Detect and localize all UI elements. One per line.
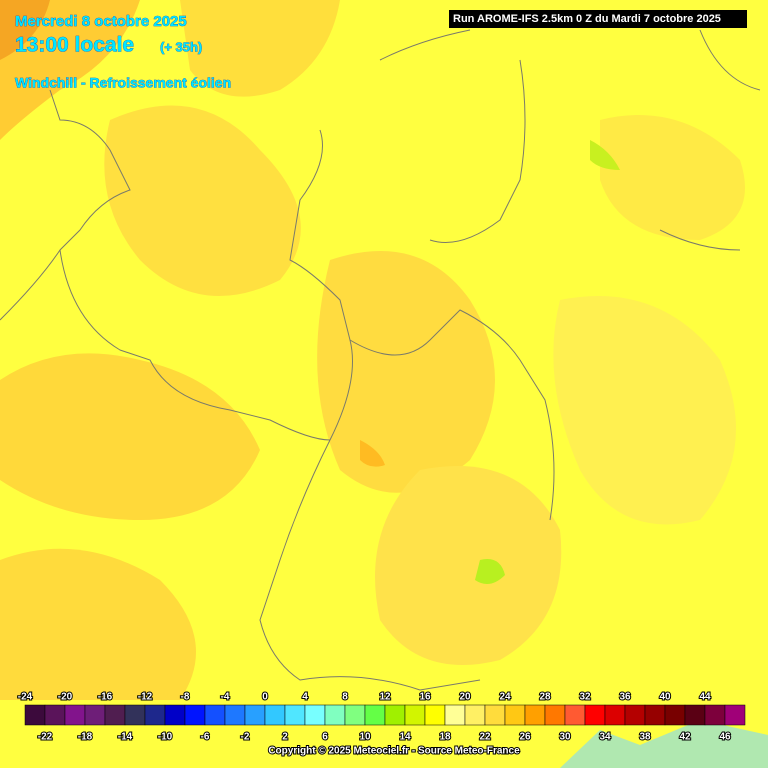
legend-label: 10 [359, 732, 371, 743]
color-cell [524, 704, 546, 726]
date: Mercredi 8 octobre 2025 [15, 13, 187, 30]
color-cell [504, 704, 526, 726]
color-cell [404, 704, 426, 726]
legend-label: 32 [579, 692, 591, 703]
legend-label: -8 [181, 692, 190, 703]
color-cell [664, 704, 686, 726]
legend-label: 30 [559, 732, 571, 743]
color-cell [544, 704, 566, 726]
legend-label: 28 [539, 692, 551, 703]
color-cell [64, 704, 86, 726]
color-cell [704, 704, 726, 726]
legend-label: 40 [659, 692, 671, 703]
color-cell [104, 704, 126, 726]
color-cell [204, 704, 226, 726]
borders [0, 29, 761, 691]
legend-label: 6 [322, 732, 328, 743]
color-cell [184, 704, 206, 726]
color-cell [164, 704, 186, 726]
legend-label: -2 [241, 732, 250, 743]
legend-label: -12 [138, 692, 153, 703]
color-cell [644, 704, 666, 726]
temperature-field [0, 0, 745, 700]
color-cell [124, 704, 146, 726]
legend-label: 38 [639, 732, 651, 743]
legend-label: 24 [499, 692, 511, 703]
legend-label: 14 [399, 732, 411, 743]
legend-label: 18 [439, 732, 451, 743]
legend-label: 16 [419, 692, 431, 703]
legend-label: -22 [38, 732, 53, 743]
color-cell [724, 704, 746, 726]
color-cell [324, 704, 346, 726]
color-cell [584, 704, 606, 726]
color-cell [284, 704, 306, 726]
color-cell [224, 704, 246, 726]
color-cell [484, 704, 506, 726]
color-cell [464, 704, 486, 726]
legend-label: 44 [699, 692, 711, 703]
alps-terrain [560, 720, 768, 768]
legend-label: -6 [201, 732, 210, 743]
legend-label: 2 [282, 732, 288, 743]
parameter: Windchill - Refroissement éolien [15, 75, 231, 91]
legend-label: 42 [679, 732, 691, 743]
color-cell [624, 704, 646, 726]
color-cell [424, 704, 446, 726]
color-cell [244, 704, 266, 726]
legend-label: -24 [18, 692, 33, 703]
legend-label: -10 [158, 732, 173, 743]
color-cell [344, 704, 366, 726]
color-cell [44, 704, 66, 726]
legend-label: 26 [519, 732, 531, 743]
legend-label: 8 [342, 692, 348, 703]
legend-label: 20 [459, 692, 471, 703]
color-cell [684, 704, 706, 726]
color-cell [364, 704, 386, 726]
legend-label: 4 [302, 692, 308, 703]
legend-label: 46 [719, 732, 731, 743]
color-cell [144, 704, 166, 726]
color-cell [304, 704, 326, 726]
legend-label: 36 [619, 692, 631, 703]
color-cell [444, 704, 466, 726]
color-cell [264, 704, 286, 726]
copyright: Copyright © 2025 Meteociel.fr - Source M… [268, 746, 520, 757]
color-cell [84, 704, 106, 726]
legend-label: 22 [479, 732, 491, 743]
run-info: Run AROME-IFS 2.5km 0 Z du Mardi 7 octob… [453, 13, 721, 25]
run-box [449, 10, 747, 28]
legend-label: 0 [262, 692, 268, 703]
legend-label: 12 [379, 692, 391, 703]
color-cell [384, 704, 406, 726]
color-cell [24, 704, 46, 726]
color-cell [604, 704, 626, 726]
legend-label: -16 [98, 692, 113, 703]
legend-label: -18 [78, 732, 93, 743]
legend-label: 34 [599, 732, 611, 743]
time: 13:00 locale [15, 34, 134, 57]
legend-label: -20 [58, 692, 73, 703]
lead-time: (+ 35h) [160, 39, 202, 54]
color-cell [564, 704, 586, 726]
legend-label: -14 [118, 732, 133, 743]
legend-label: -4 [221, 692, 230, 703]
